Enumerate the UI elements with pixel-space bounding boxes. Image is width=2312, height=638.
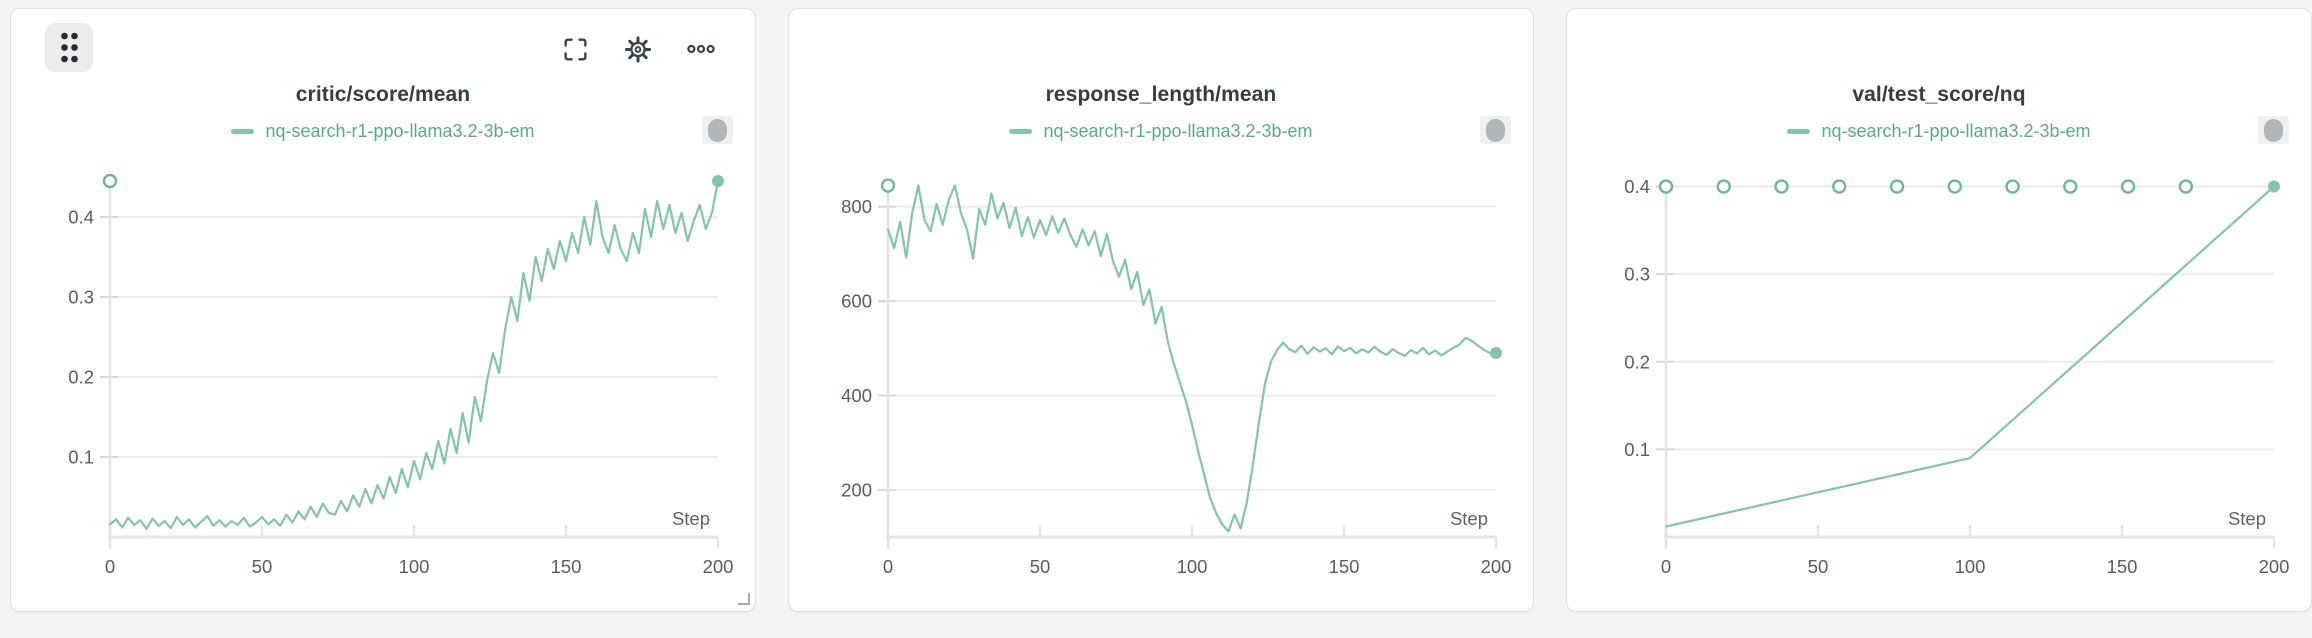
x-axis-label: Step	[1450, 508, 1488, 529]
line-chart-val-test-score-nq[interactable]: 0.1 0.2 0.3 0.4 0 50 100 150 200 Step	[1568, 157, 2312, 597]
x-tick-label: 100	[1177, 556, 1208, 577]
y-tick-label: 0.1	[1624, 439, 1650, 460]
y-tick-label: 800	[841, 196, 872, 217]
x-axis-label: Step	[2228, 508, 2266, 529]
chart-title: critic/score/mean	[295, 83, 471, 106]
open-data-point-marker	[102, 173, 118, 189]
y-tick-label: 600	[841, 291, 872, 312]
open-data-point-marker	[2120, 179, 2136, 194]
chart-panel-critic-score-mean: critic/score/mean nq-search-r1-ppo-llama…	[10, 8, 756, 612]
x-tick-label: 100	[1955, 556, 1986, 577]
latest-data-point-marker	[712, 175, 724, 187]
x-tick-label: 0	[105, 556, 115, 577]
y-tick-label: 200	[841, 479, 872, 500]
open-data-point-marker	[880, 178, 896, 193]
run-visibility-pill[interactable]	[1480, 116, 1511, 144]
x-tick-label: 150	[1329, 556, 1360, 577]
y-tick-label: 400	[841, 385, 872, 406]
legend-run-name[interactable]: nq-search-r1-ppo-llama3.2-3b-em	[265, 121, 535, 141]
line-chart-response-length-mean[interactable]: 200 400 600 800 0 50 100 150 200 Step	[790, 157, 1534, 597]
legend-run-name[interactable]: nq-search-r1-ppo-llama3.2-3b-em	[1821, 121, 2091, 141]
chart-legend: nq-search-r1-ppo-llama3.2-3b-em	[789, 121, 1533, 142]
x-tick-label: 50	[1030, 556, 1051, 577]
y-tick-label: 0.1	[68, 447, 94, 468]
x-tick-label: 200	[1481, 556, 1512, 577]
chart-panel-val-test-score-nq: val/test_score/nq nq-search-r1-ppo-llama…	[1566, 8, 2312, 612]
panel-board: critic/score/mean nq-search-r1-ppo-llama…	[10, 8, 2312, 612]
chart-legend: nq-search-r1-ppo-llama3.2-3b-em	[11, 121, 755, 142]
x-tick-label: 0	[883, 556, 893, 577]
x-tick-label: 200	[703, 556, 734, 577]
x-tick-label: 0	[1661, 556, 1671, 577]
open-data-point-marker	[1889, 179, 1905, 194]
ellipsis-icon	[687, 44, 715, 54]
chart-title: response_length/mean	[1045, 83, 1277, 106]
capsule-icon	[2264, 118, 2283, 142]
run-visibility-pill[interactable]	[2258, 116, 2289, 144]
y-tick-label: 0.4	[1624, 176, 1650, 197]
chart-title: val/test_score/nq	[1852, 83, 2026, 106]
open-data-point-marker	[2005, 179, 2020, 194]
open-data-point-marker	[1832, 179, 1847, 194]
x-tick-label: 150	[551, 556, 582, 577]
grip-dots-icon	[60, 32, 78, 63]
y-tick-label: 0.3	[1624, 264, 1650, 285]
x-tick-label: 150	[2107, 556, 2138, 577]
panel-resize-handle[interactable]	[738, 593, 750, 605]
capsule-icon	[1486, 118, 1505, 142]
overflow-menu-button[interactable]	[687, 35, 715, 63]
y-tick-label: 0.2	[1624, 351, 1650, 372]
x-tick-label: 50	[1808, 556, 1829, 577]
latest-data-point-marker	[1490, 347, 1502, 359]
y-tick-label: 0.3	[68, 287, 94, 308]
fullscreen-icon	[563, 37, 587, 61]
drag-handle[interactable]	[45, 23, 93, 72]
run-visibility-pill[interactable]	[702, 116, 733, 144]
panel-settings-button[interactable]	[624, 35, 652, 63]
chart-panel-response-length-mean: response_length/mean nq-search-r1-ppo-ll…	[788, 8, 1534, 612]
x-axis-label: Step	[672, 508, 710, 529]
y-tick-label: 0.4	[68, 207, 94, 228]
open-data-point-marker	[1947, 179, 1962, 194]
open-data-point-marker	[1658, 179, 1674, 194]
open-data-point-marker	[2063, 179, 2078, 194]
y-tick-label: 0.2	[68, 367, 94, 388]
series-line	[1664, 185, 2276, 528]
line-chart-critic-score-mean[interactable]: 0.1 0.2 0.3 0.4 0 50 100 150 200 Step	[12, 157, 756, 597]
open-data-point-marker	[2178, 179, 2194, 194]
x-tick-label: 200	[2259, 556, 2290, 577]
capsule-icon	[708, 118, 727, 142]
gear-icon	[624, 35, 652, 63]
legend-line-swatch	[231, 129, 255, 134]
legend-line-swatch	[1787, 129, 1811, 134]
open-data-point-marker	[1716, 179, 1731, 194]
fullscreen-button[interactable]	[561, 35, 589, 63]
x-tick-label: 50	[252, 556, 273, 577]
latest-data-point-marker	[2268, 180, 2280, 193]
series-line	[886, 184, 1498, 533]
legend-line-swatch	[1009, 129, 1033, 134]
series-line	[108, 179, 720, 531]
panel-toolbar	[561, 35, 715, 63]
open-data-point-marker	[1774, 179, 1789, 194]
chart-legend: nq-search-r1-ppo-llama3.2-3b-em	[1567, 121, 2311, 142]
x-tick-label: 100	[399, 556, 430, 577]
legend-run-name[interactable]: nq-search-r1-ppo-llama3.2-3b-em	[1043, 121, 1313, 141]
